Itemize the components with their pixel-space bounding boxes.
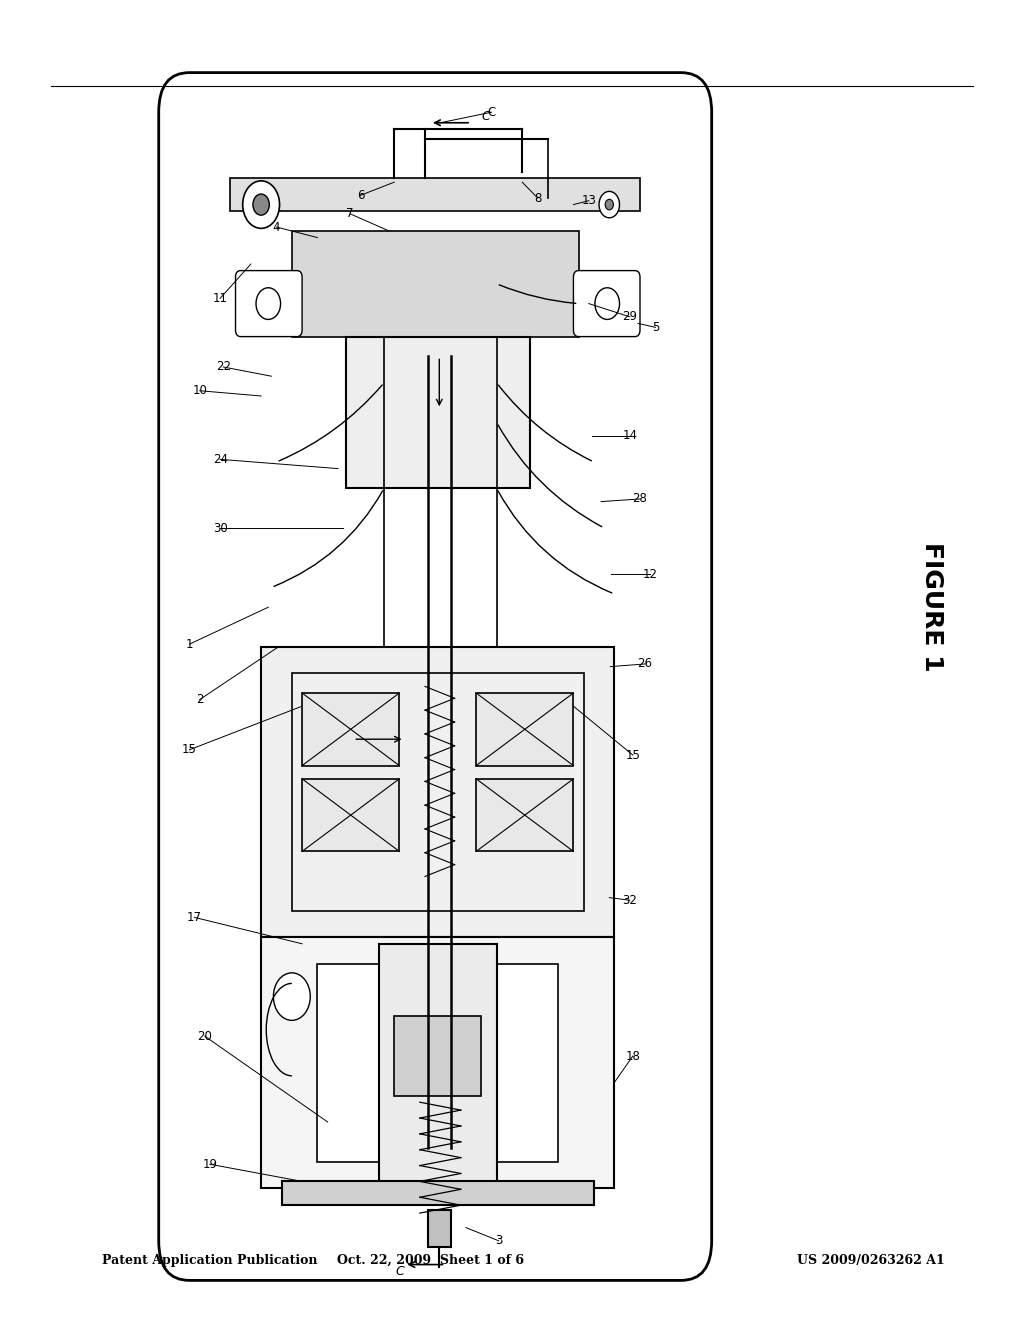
Bar xyxy=(282,1181,594,1205)
Text: 8: 8 xyxy=(534,191,542,205)
Text: 12: 12 xyxy=(643,568,657,581)
Text: 14: 14 xyxy=(623,429,637,442)
Circle shape xyxy=(253,194,269,215)
Text: 3: 3 xyxy=(495,1234,503,1247)
Text: C: C xyxy=(395,1265,404,1278)
Circle shape xyxy=(605,199,613,210)
Text: 28: 28 xyxy=(633,492,647,506)
Bar xyxy=(230,178,640,211)
Circle shape xyxy=(595,288,620,319)
Circle shape xyxy=(273,973,310,1020)
Bar xyxy=(261,647,614,937)
Text: 2: 2 xyxy=(196,693,204,706)
Bar xyxy=(302,693,399,766)
Text: 30: 30 xyxy=(213,521,227,535)
Text: 32: 32 xyxy=(623,894,637,907)
FancyBboxPatch shape xyxy=(573,271,640,337)
Bar xyxy=(317,964,558,1162)
Bar xyxy=(379,944,497,1201)
Text: 24: 24 xyxy=(213,453,227,466)
Bar xyxy=(302,779,399,851)
Text: 15: 15 xyxy=(626,748,640,762)
Bar xyxy=(292,231,579,337)
Text: 4: 4 xyxy=(272,220,281,234)
Text: 15: 15 xyxy=(182,743,197,756)
Bar xyxy=(292,673,584,911)
Text: 20: 20 xyxy=(198,1030,212,1043)
Text: C: C xyxy=(481,110,490,123)
Bar xyxy=(346,337,530,488)
Text: 29: 29 xyxy=(623,310,637,323)
Text: 26: 26 xyxy=(638,657,652,671)
Text: 19: 19 xyxy=(203,1158,217,1171)
Text: 10: 10 xyxy=(193,384,207,397)
Text: 5: 5 xyxy=(651,321,659,334)
Bar xyxy=(476,779,573,851)
Text: US 2009/0263262 A1: US 2009/0263262 A1 xyxy=(797,1254,944,1267)
FancyBboxPatch shape xyxy=(236,271,302,337)
Bar xyxy=(428,1210,451,1247)
Bar xyxy=(394,1016,481,1096)
Text: 17: 17 xyxy=(187,911,202,924)
Text: 22: 22 xyxy=(216,360,230,374)
Circle shape xyxy=(243,181,280,228)
Text: Oct. 22, 2009  Sheet 1 of 6: Oct. 22, 2009 Sheet 1 of 6 xyxy=(337,1254,523,1267)
Text: 1: 1 xyxy=(185,638,194,651)
Text: 11: 11 xyxy=(213,292,227,305)
Bar xyxy=(476,693,573,766)
Text: 7: 7 xyxy=(346,207,354,220)
Text: 18: 18 xyxy=(626,1049,640,1063)
Circle shape xyxy=(599,191,620,218)
FancyBboxPatch shape xyxy=(159,73,712,1280)
Circle shape xyxy=(256,288,281,319)
Text: FIGURE 1: FIGURE 1 xyxy=(920,543,944,672)
Bar xyxy=(261,937,614,1188)
Text: C: C xyxy=(487,106,496,119)
Text: 6: 6 xyxy=(356,189,365,202)
Text: 13: 13 xyxy=(582,194,596,207)
Text: Patent Application Publication: Patent Application Publication xyxy=(102,1254,317,1267)
